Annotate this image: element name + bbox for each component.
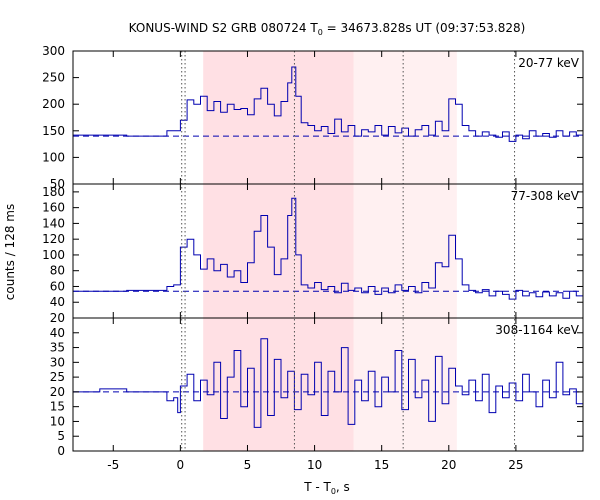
light-curve-traces xyxy=(73,66,584,428)
y-tick-label-2-20: 20 xyxy=(50,311,65,325)
shaded-region-2 xyxy=(353,51,457,451)
y-tick-label-2-40: 40 xyxy=(50,295,65,309)
y-tick-label-2-100: 100 xyxy=(42,248,65,262)
y-tick-label-3-5: 5 xyxy=(57,429,65,443)
x-axis-label: T - T0, s xyxy=(303,480,350,496)
light-curve-panel-2 xyxy=(73,197,584,300)
y-tick-label-2-140: 140 xyxy=(42,216,65,230)
y-tick-label-2-180: 180 xyxy=(42,185,65,199)
shaded-region-1 xyxy=(203,51,354,451)
y-tick-label-3-0: 0 xyxy=(57,444,65,458)
light-curve-panel-1 xyxy=(73,66,584,142)
chart-title-rest: = 34673.828s UT (09:37:53.828) xyxy=(323,21,526,35)
y-tick-label-3-15: 15 xyxy=(50,400,65,414)
chart-title-subscript: 0 xyxy=(318,28,323,37)
y-tick-label-3-35: 35 xyxy=(50,341,65,355)
panel-frames xyxy=(72,50,584,452)
y-axis-label: counts / 128 ms xyxy=(3,204,17,300)
light-curve-panel-3 xyxy=(73,338,584,428)
dotted-time-markers xyxy=(181,51,516,451)
y-tick-label-3-25: 25 xyxy=(50,370,65,384)
chart-title: KONUS-WIND S2 GRB 080724 T0 = 34673.828s… xyxy=(129,21,526,37)
y-tick-label-2-160: 160 xyxy=(42,201,65,215)
y-tick-label-1-50: 50 xyxy=(50,177,65,191)
x-axis-label-subscript: 0 xyxy=(331,487,336,496)
y-tick-label-1-100: 100 xyxy=(42,150,65,164)
y-tick-label-1-300: 300 xyxy=(42,44,65,58)
tick-marks xyxy=(73,50,583,452)
x-tick-label-25: 25 xyxy=(508,458,523,472)
x-tick-label-5: 5 xyxy=(244,458,252,472)
x-tick-label-10: 10 xyxy=(307,458,322,472)
y-tick-label-2-120: 120 xyxy=(42,232,65,246)
x-tick-label--5: -5 xyxy=(107,458,119,472)
y-tick-label-2-60: 60 xyxy=(50,279,65,293)
y-tick-label-1-150: 150 xyxy=(42,124,65,138)
y-tick-label-1-250: 250 xyxy=(42,71,65,85)
panel-frame-3 xyxy=(72,317,584,452)
y-tick-label-2-80: 80 xyxy=(50,264,65,278)
panel-energy-label-3: 308-1164 keV xyxy=(495,323,579,337)
chart-title-main: KONUS-WIND S2 GRB 080724 T xyxy=(129,21,319,35)
panel-energy-label-1: 20-77 keV xyxy=(518,56,580,70)
x-tick-label-15: 15 xyxy=(374,458,389,472)
y-tick-label-3-30: 30 xyxy=(50,355,65,369)
x-axis-label-main: T - T xyxy=(303,480,331,494)
y-tick-label-3-40: 40 xyxy=(50,326,65,340)
x-axis-label-rest: , s xyxy=(336,480,350,494)
y-tick-label-3-20: 20 xyxy=(50,385,65,399)
shaded-intervals xyxy=(203,51,457,451)
y-tick-label-3-10: 10 xyxy=(50,414,65,428)
panel-energy-label-2: 77-308 keV xyxy=(511,189,580,203)
x-tick-label-20: 20 xyxy=(441,458,456,472)
y-tick-label-1-200: 200 xyxy=(42,97,65,111)
x-tick-label-0: 0 xyxy=(177,458,185,472)
